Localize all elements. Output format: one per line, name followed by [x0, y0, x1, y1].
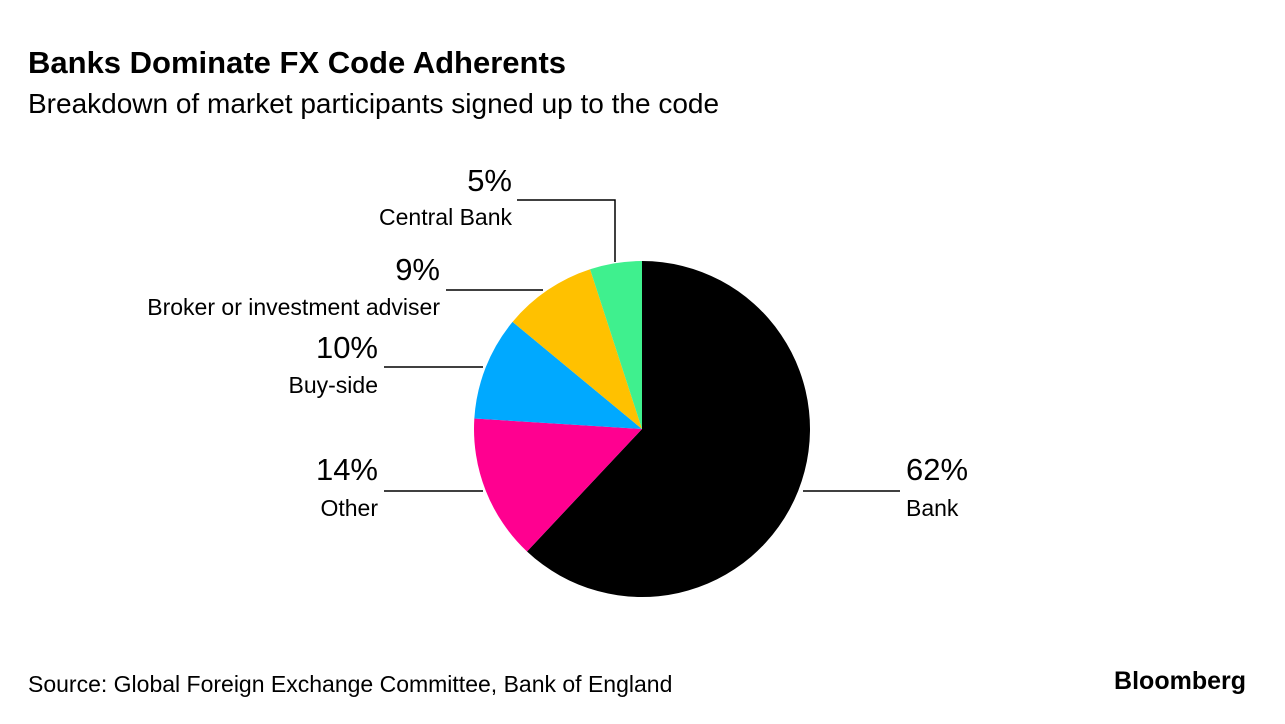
- source: Source: Global Foreign Exchange Committe…: [28, 671, 672, 697]
- category-label: Central Bank: [379, 204, 512, 230]
- category-label: Other: [320, 495, 378, 521]
- chart-title: Banks Dominate FX Code Adherents: [28, 45, 566, 80]
- chart-subtitle: Breakdown of market participants signed …: [28, 88, 719, 119]
- pie-slice: [474, 418, 642, 552]
- pie-slice: [512, 269, 642, 429]
- category-label: Broker or investment adviser: [147, 294, 440, 320]
- pie-slice: [590, 261, 642, 429]
- brand: Bloomberg: [1114, 667, 1246, 695]
- value-label: 9%: [395, 252, 440, 287]
- category-label: Bank: [906, 495, 959, 521]
- category-label: Buy-side: [289, 372, 378, 398]
- value-label: 14%: [316, 452, 378, 487]
- pie-slice: [474, 321, 642, 429]
- pie-slice: [526, 261, 811, 597]
- leader-line: [517, 199, 616, 262]
- value-label: 5%: [467, 163, 512, 198]
- value-label: 10%: [316, 330, 378, 365]
- value-label: 62%: [906, 452, 968, 487]
